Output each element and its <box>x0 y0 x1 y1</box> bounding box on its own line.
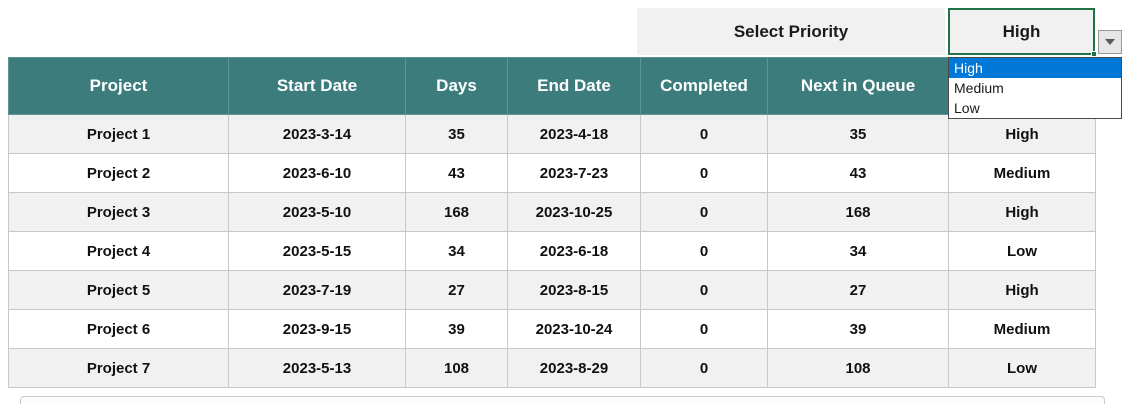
table-cell[interactable]: 2023-4-18 <box>507 114 641 154</box>
table-cell[interactable]: 27 <box>767 270 949 310</box>
table-cell[interactable]: 108 <box>767 348 949 388</box>
column-header-completed: Completed <box>640 57 768 115</box>
table-cell[interactable]: 2023-10-24 <box>507 309 641 349</box>
table-cell[interactable]: 108 <box>405 348 508 388</box>
column-header-start-date: Start Date <box>228 57 406 115</box>
table-cell[interactable]: 2023-9-15 <box>228 309 406 349</box>
table-row: Project 5 2023-7-19 27 2023-8-15 0 27 High <box>8 270 1096 310</box>
table-cell[interactable]: Low <box>948 231 1096 271</box>
table-body: Project 1 2023-3-14 35 2023-4-18 0 35 High Proj… <box>8 114 1096 388</box>
table-cell[interactable]: 0 <box>640 153 768 193</box>
column-header-next-in-queue: Next in Queue <box>767 57 949 115</box>
table-cell[interactable]: 2023-7-23 <box>507 153 641 193</box>
table-row: Project 3 2023-5-10 168 2023-10-25 0 168 High <box>8 192 1096 232</box>
table-cell[interactable]: Project 4 <box>8 231 229 271</box>
table-cell[interactable]: 2023-6-10 <box>228 153 406 193</box>
table-cell[interactable]: 34 <box>767 231 949 271</box>
table-row: Project 6 2023-9-15 39 2023-10-24 0 39 Medium <box>8 309 1096 349</box>
table-cell[interactable]: 27 <box>405 270 508 310</box>
table-row: Project 7 2023-5-13 108 2023-8-29 0 108 Low <box>8 348 1096 388</box>
column-header-days: Days <box>405 57 508 115</box>
table-cell[interactable]: Project 5 <box>8 270 229 310</box>
cell-fill-handle[interactable] <box>1091 51 1097 57</box>
table-cell[interactable]: 39 <box>767 309 949 349</box>
table-cell[interactable]: 0 <box>640 309 768 349</box>
table-cell[interactable]: Project 2 <box>8 153 229 193</box>
table-cell[interactable]: 35 <box>767 114 949 154</box>
table-cell[interactable]: 168 <box>405 192 508 232</box>
select-priority-label: Select Priority <box>637 8 945 55</box>
chevron-down-icon <box>1105 39 1115 45</box>
table-cell[interactable]: 0 <box>640 114 768 154</box>
table-cell[interactable]: 2023-5-10 <box>228 192 406 232</box>
table-cell[interactable]: 2023-5-15 <box>228 231 406 271</box>
table-row: Project 2 2023-6-10 43 2023-7-23 0 43 Medium <box>8 153 1096 193</box>
table-cell[interactable]: 2023-3-14 <box>228 114 406 154</box>
bottom-panel-top-edge <box>20 396 1105 404</box>
table-cell[interactable]: High <box>948 270 1096 310</box>
column-header-project: Project <box>8 57 229 115</box>
table-cell[interactable]: Medium <box>948 309 1096 349</box>
dropdown-option-medium[interactable]: Medium <box>954 80 1004 96</box>
table-cell[interactable]: 168 <box>767 192 949 232</box>
table-cell[interactable]: Project 6 <box>8 309 229 349</box>
table-cell[interactable]: 35 <box>405 114 508 154</box>
table-cell[interactable]: 2023-5-13 <box>228 348 406 388</box>
table-cell[interactable]: 34 <box>405 231 508 271</box>
table-cell[interactable]: 2023-10-25 <box>507 192 641 232</box>
table-cell[interactable]: High <box>948 114 1096 154</box>
table-cell[interactable]: 43 <box>405 153 508 193</box>
table-cell[interactable]: Project 7 <box>8 348 229 388</box>
column-header-end-date: End Date <box>507 57 641 115</box>
table-cell[interactable]: Medium <box>948 153 1096 193</box>
projects-table: Project Start Date Days End Date Complet… <box>8 57 1096 388</box>
table-cell[interactable]: 0 <box>640 192 768 232</box>
table-cell[interactable]: 2023-7-19 <box>228 270 406 310</box>
table-cell[interactable]: 0 <box>640 348 768 388</box>
table-cell[interactable]: Low <box>948 348 1096 388</box>
table-cell[interactable]: 0 <box>640 231 768 271</box>
table-cell[interactable]: 2023-6-18 <box>507 231 641 271</box>
priority-selected-value: High <box>1002 21 1041 41</box>
table-cell[interactable]: High <box>948 192 1096 232</box>
table-cell[interactable]: 43 <box>767 153 949 193</box>
table-cell[interactable]: 2023-8-29 <box>507 348 641 388</box>
table-cell[interactable]: 0 <box>640 270 768 310</box>
table-cell[interactable]: Project 3 <box>8 192 229 232</box>
dropdown-option-low[interactable]: Low <box>954 100 980 116</box>
priority-selected-cell[interactable]: High <box>948 8 1097 57</box>
table-cell[interactable]: Project 1 <box>8 114 229 154</box>
table-cell[interactable]: 2023-8-15 <box>507 270 641 310</box>
table-cell[interactable]: 39 <box>405 309 508 349</box>
dropdown-option-high[interactable]: High <box>949 58 1121 78</box>
table-header-row: Project Start Date Days End Date Complet… <box>8 57 1096 115</box>
table-row: Project 1 2023-3-14 35 2023-4-18 0 35 High <box>8 114 1096 154</box>
table-row: Project 4 2023-5-15 34 2023-6-18 0 34 Low <box>8 231 1096 271</box>
priority-dropdown-list: High Medium Low <box>948 57 1122 119</box>
dropdown-arrow-button[interactable] <box>1098 30 1122 54</box>
